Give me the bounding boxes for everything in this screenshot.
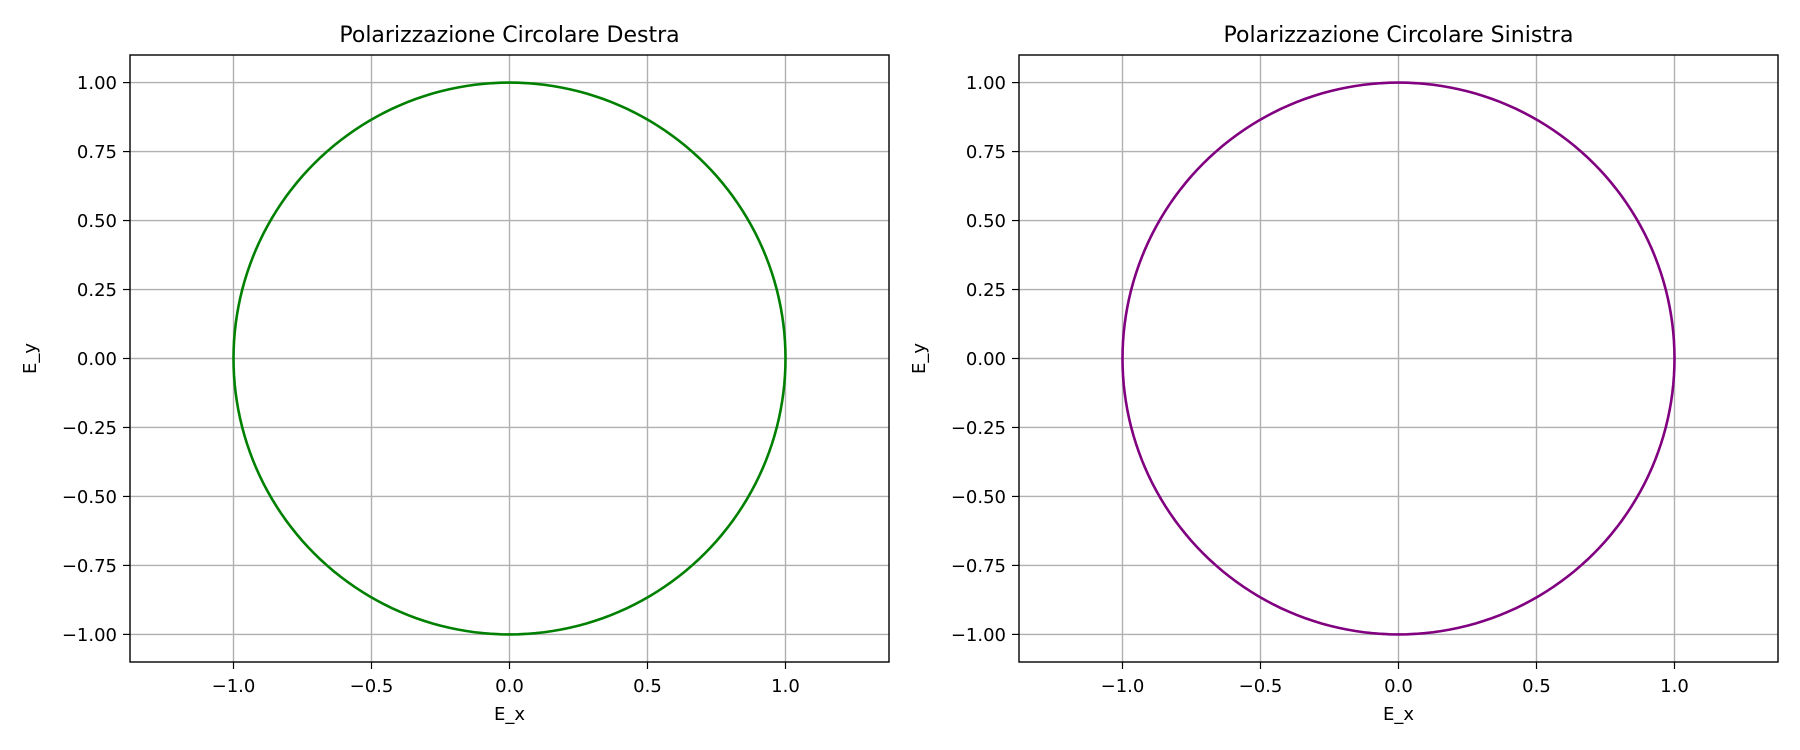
x-axis-label: E_x xyxy=(1383,704,1414,725)
series-layer xyxy=(232,81,787,636)
chart-right-circular-polarization: Polarizzazione Circolare Destra E_x E_y … xyxy=(20,23,890,725)
x-tick-label: −0.5 xyxy=(1239,676,1283,697)
y-tick-label: −0.25 xyxy=(62,418,117,439)
x-tick-label: 0.0 xyxy=(1384,676,1413,697)
y-tick-label: −1.00 xyxy=(62,625,117,646)
y-tick-label: 0.50 xyxy=(77,211,117,232)
series-line-circle xyxy=(232,81,787,636)
y-axis-label: E_y xyxy=(909,343,930,374)
x-tick-label: −0.5 xyxy=(350,676,394,697)
y-tick-label: 1.00 xyxy=(966,73,1006,94)
y-tick-label: 0.75 xyxy=(77,142,117,163)
y-tick-label: 0.00 xyxy=(966,349,1006,370)
y-tick-label: 0.25 xyxy=(77,280,117,301)
y-tick-label: −0.75 xyxy=(951,556,1006,577)
x-axis-ticks: −1.0 −0.5 0.0 0.5 1.0 xyxy=(212,662,800,697)
x-tick-label: −1.0 xyxy=(1101,676,1145,697)
chart-left-circular-polarization: Polarizzazione Circolare Sinistra E_x E_… xyxy=(909,23,1779,725)
y-tick-label: 0.25 xyxy=(966,280,1006,301)
y-tick-label: −0.25 xyxy=(951,418,1006,439)
x-tick-label: 0.5 xyxy=(1522,676,1551,697)
series-layer xyxy=(1121,81,1676,636)
y-axis-ticks: 1.00 0.75 0.50 0.25 0.00 −0.25 −0.50 −0.75 −1.00 xyxy=(951,73,1019,646)
y-tick-label: −0.50 xyxy=(951,487,1006,508)
x-axis-label: E_x xyxy=(494,704,525,725)
y-axis-ticks: 1.00 0.75 0.50 0.25 0.00 −0.25 −0.50 −0.75 −1.00 xyxy=(62,73,130,646)
y-tick-label: 1.00 xyxy=(77,73,117,94)
chart-title: Polarizzazione Circolare Destra xyxy=(339,23,679,48)
x-tick-label: 0.5 xyxy=(633,676,662,697)
series-line-circle xyxy=(1121,81,1676,636)
y-tick-label: −0.50 xyxy=(62,487,117,508)
x-axis-ticks: −1.0 −0.5 0.0 0.5 1.0 xyxy=(1101,662,1689,697)
chart-title: Polarizzazione Circolare Sinistra xyxy=(1224,23,1574,48)
x-tick-label: 0.0 xyxy=(495,676,524,697)
y-axis-label: E_y xyxy=(20,343,41,374)
y-tick-label: −0.75 xyxy=(62,556,117,577)
y-tick-label: 0.50 xyxy=(966,211,1006,232)
x-tick-label: 1.0 xyxy=(771,676,800,697)
y-tick-label: 0.00 xyxy=(77,349,117,370)
y-tick-label: 0.75 xyxy=(966,142,1006,163)
x-tick-label: 1.0 xyxy=(1660,676,1689,697)
grid xyxy=(1019,55,1778,662)
y-tick-label: −1.00 xyxy=(951,625,1006,646)
grid xyxy=(130,55,889,662)
x-tick-label: −1.0 xyxy=(212,676,256,697)
